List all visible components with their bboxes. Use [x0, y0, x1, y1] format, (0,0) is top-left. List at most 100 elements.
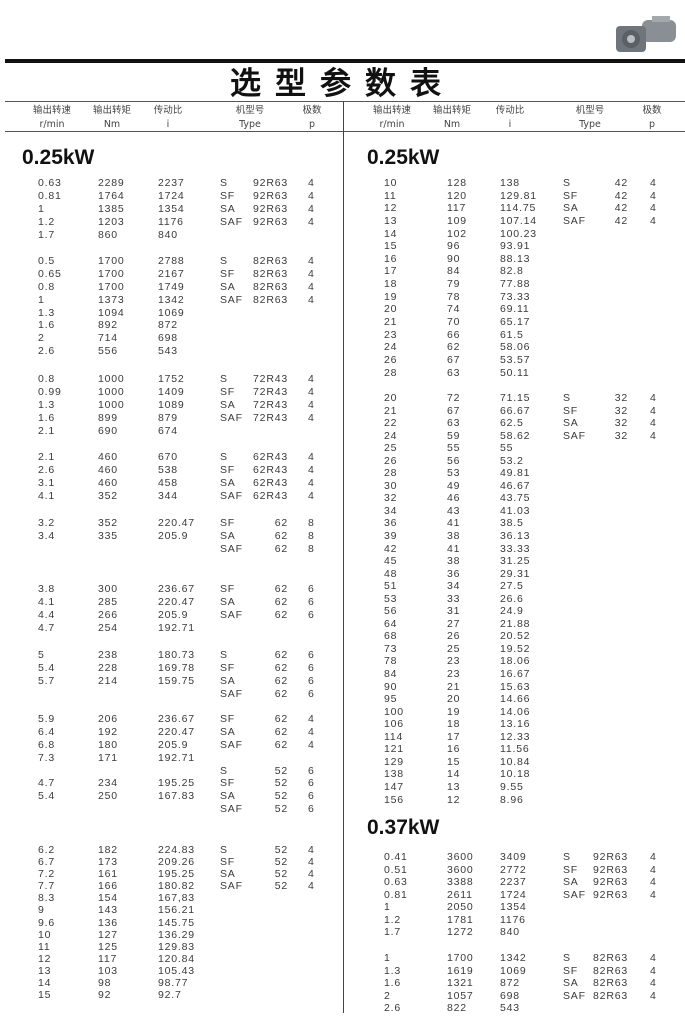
cell-torque: 3388: [447, 876, 474, 888]
cell-speed: 0.81: [38, 189, 62, 202]
spec-row: 68 26 20.52: [0, 630, 685, 643]
cell-ratio: 1354: [158, 202, 185, 215]
cell-poles: 8: [308, 542, 315, 555]
cell-speed: 14: [384, 227, 398, 240]
cell-ratio: 1752: [158, 373, 185, 385]
cell-type-size: 62: [274, 738, 288, 751]
cell-speed: 3.1: [38, 476, 55, 489]
cell-ratio: 129.83: [158, 940, 195, 953]
cell-speed: 1: [38, 293, 45, 306]
cell-poles: 4: [308, 215, 315, 228]
cell-speed: 4.1: [38, 595, 55, 608]
cell-speed: 13: [38, 964, 52, 977]
spec-row: 28 53 49.81: [0, 467, 685, 480]
cell-type-series: SAF: [220, 411, 243, 424]
gear-reducer-image: [616, 16, 676, 52]
cell-torque: 53: [447, 467, 461, 480]
cell-speed: 11: [38, 940, 51, 953]
cell-poles: 4: [650, 429, 657, 442]
column-header-cn: 输出转速: [32, 105, 71, 116]
cell-torque: 31: [447, 605, 461, 618]
cell-speed: 5: [38, 649, 45, 661]
cell-poles: 4: [650, 214, 657, 227]
spec-row: 156 12 8.96: [0, 794, 685, 807]
cell-type-size: 82R63: [593, 977, 628, 989]
column-header-ratio: 传动比 i: [138, 104, 198, 132]
cell-type-size: 72R43: [253, 373, 288, 385]
cell-type-size: 52: [274, 844, 288, 856]
cell-poles: 6: [308, 790, 315, 803]
cell-poles: 4: [308, 398, 315, 411]
cell-ratio: 38.5: [500, 517, 524, 530]
cell-type-series: SAF: [563, 888, 586, 901]
cell-type-series: SAF: [220, 215, 243, 228]
cell-speed: 2.6: [38, 463, 55, 476]
cell-ratio: 58.62: [500, 429, 531, 442]
cell-speed: 114: [384, 730, 404, 743]
cell-ratio: 12.33: [500, 730, 531, 743]
cell-speed: 147: [384, 780, 404, 793]
cell-torque: 103: [98, 964, 118, 977]
cell-type-size: 92R63: [593, 888, 628, 901]
spec-row: 21 67 66.67 SF 32 4: [0, 405, 685, 418]
cell-torque: 892: [98, 319, 118, 332]
cell-type-series: SA: [220, 529, 236, 542]
cell-poles: 4: [308, 385, 315, 398]
cell-speed: 6.7: [38, 856, 55, 869]
cell-ratio: 220.47: [158, 517, 195, 529]
top-rule: [5, 59, 685, 63]
cell-type-series: S: [220, 649, 228, 661]
column-header-unit: Type: [239, 119, 261, 130]
column-header-unit: p: [648, 119, 656, 130]
cell-ratio: 98.77: [158, 977, 189, 990]
cell-type-series: SA: [220, 790, 236, 803]
cell-ratio: 120.84: [158, 952, 195, 965]
cell-torque: 1373: [98, 293, 125, 306]
cell-torque: 55: [447, 442, 461, 455]
cell-speed: 1: [384, 952, 391, 964]
cell-speed: 84: [384, 668, 398, 681]
cell-type-series: S: [220, 255, 228, 267]
column-header-cn: 输出转速: [372, 105, 411, 116]
cell-speed: 95: [384, 693, 398, 706]
cell-type-size: 62R43: [253, 489, 288, 502]
cell-ratio: 27.5: [500, 580, 524, 593]
spec-group: 5.9 206 236.67 SF 62 4 6.4 192 220.47 SA 62 4 6.8 180…: [0, 713, 685, 816]
cell-poles: 4: [308, 868, 315, 881]
cell-torque: 1321: [447, 977, 474, 989]
cell-speed: 5.7: [38, 674, 55, 687]
cell-speed: 4.7: [38, 621, 55, 634]
column-header-unit: Nm: [443, 119, 461, 130]
cell-poles: 6: [308, 583, 315, 595]
cell-torque: 1203: [98, 215, 125, 228]
cell-torque: 171: [98, 751, 118, 764]
column-header-torque: 输出转矩 Nm: [422, 104, 482, 132]
cell-ratio: 114.75: [500, 202, 537, 215]
cell-ratio: 49.81: [500, 467, 531, 480]
cell-ratio: 670: [158, 451, 178, 463]
cell-ratio: 14.06: [500, 705, 531, 718]
cell-speed: 1.7: [384, 926, 401, 938]
spec-group: 0.41 3600 3409 S 92R63 4 0.51 3600 2772 SF 92R63 4 0…: [0, 851, 685, 939]
column-header-type: 机型号 Type: [560, 104, 620, 132]
cell-ratio: 192.71: [158, 621, 195, 634]
cell-type-size: 52: [274, 803, 288, 816]
cell-type-size: 42: [614, 202, 628, 215]
spec-row: 2.6 822 543: [0, 1002, 685, 1015]
cell-poles: 4: [308, 189, 315, 202]
cell-ratio: 2237: [158, 177, 185, 189]
spec-row: 16 90 88.13: [0, 253, 685, 266]
cell-ratio: 205.9: [158, 738, 189, 751]
cell-poles: 4: [650, 964, 657, 977]
spec-row: 12 117 114.75 SA 42 4: [0, 202, 685, 215]
cell-ratio: 21.88: [500, 617, 531, 630]
cell-torque: 38: [447, 555, 461, 568]
cell-type-series: SAF: [220, 687, 243, 700]
cell-type-series: SA: [220, 202, 236, 215]
spec-row: 13 109 107.14 SAF 42 4: [0, 215, 685, 228]
cell-speed: 26: [384, 454, 398, 467]
cell-ratio: 66.67: [500, 404, 531, 417]
cell-ratio: 236.67: [158, 583, 195, 595]
cell-ratio: 18.06: [500, 655, 531, 668]
cell-speed: 73: [384, 642, 398, 655]
